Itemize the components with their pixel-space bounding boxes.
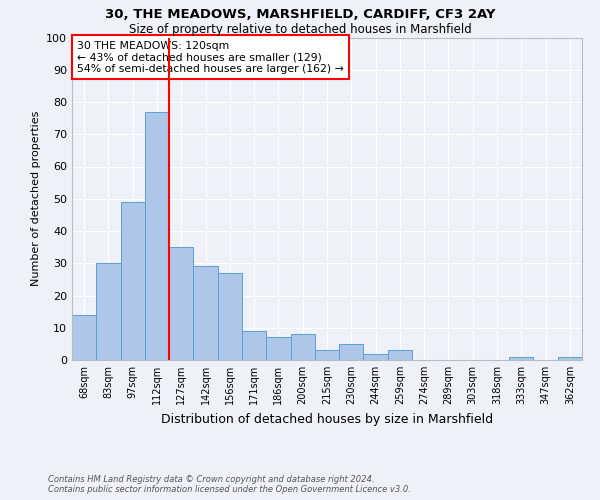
Text: 30 THE MEADOWS: 120sqm
← 43% of detached houses are smaller (129)
54% of semi-de: 30 THE MEADOWS: 120sqm ← 43% of detached…: [77, 40, 344, 74]
Bar: [364, 354, 388, 360]
Bar: [72, 315, 96, 360]
Bar: [558, 357, 582, 360]
Bar: [96, 263, 121, 360]
Text: 30, THE MEADOWS, MARSHFIELD, CARDIFF, CF3 2AY: 30, THE MEADOWS, MARSHFIELD, CARDIFF, CF…: [105, 8, 495, 20]
Bar: [315, 350, 339, 360]
Bar: [242, 331, 266, 360]
X-axis label: Distribution of detached houses by size in Marshfield: Distribution of detached houses by size …: [161, 412, 493, 426]
Bar: [339, 344, 364, 360]
Text: Size of property relative to detached houses in Marshfield: Size of property relative to detached ho…: [128, 22, 472, 36]
Bar: [266, 338, 290, 360]
Bar: [145, 112, 169, 360]
Bar: [218, 273, 242, 360]
Y-axis label: Number of detached properties: Number of detached properties: [31, 111, 41, 286]
Bar: [169, 247, 193, 360]
Text: Contains HM Land Registry data © Crown copyright and database right 2024.
Contai: Contains HM Land Registry data © Crown c…: [48, 474, 411, 494]
Bar: [193, 266, 218, 360]
Bar: [509, 357, 533, 360]
Bar: [290, 334, 315, 360]
Bar: [388, 350, 412, 360]
Bar: [121, 202, 145, 360]
